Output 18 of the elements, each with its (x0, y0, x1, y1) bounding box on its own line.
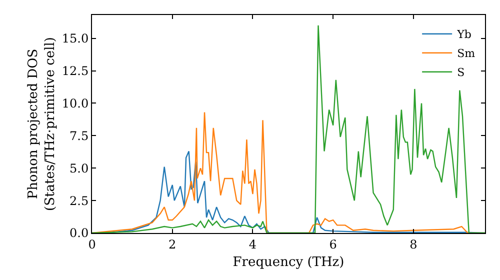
x-tick-label: 2 (168, 237, 176, 252)
y-tick-label: 10.0 (62, 96, 89, 110)
legend-label: Yb (456, 28, 472, 42)
y-tick-label: 12.5 (62, 64, 89, 78)
y-tick-label: 5.0 (70, 161, 89, 176)
y-tick-label: 2.5 (70, 194, 89, 208)
legend-label: Sm (457, 47, 476, 60)
x-tick-label: 6 (329, 237, 337, 252)
x-tick-label: 0 (88, 237, 96, 252)
y-axis-title: Phonon projected DOS (States/THz·primitive cell) (26, 36, 58, 212)
legend-label: S (457, 66, 465, 80)
y-tick-label: 15.0 (62, 32, 89, 46)
y-tick-label: 0.0 (70, 226, 89, 240)
y-tick-label: 7.5 (70, 128, 89, 143)
x-tick-label: 8 (410, 237, 418, 252)
line-series (92, 24, 485, 233)
x-tick-label: 4 (248, 237, 257, 252)
x-axis-title: Frequency (THz) (232, 255, 344, 270)
